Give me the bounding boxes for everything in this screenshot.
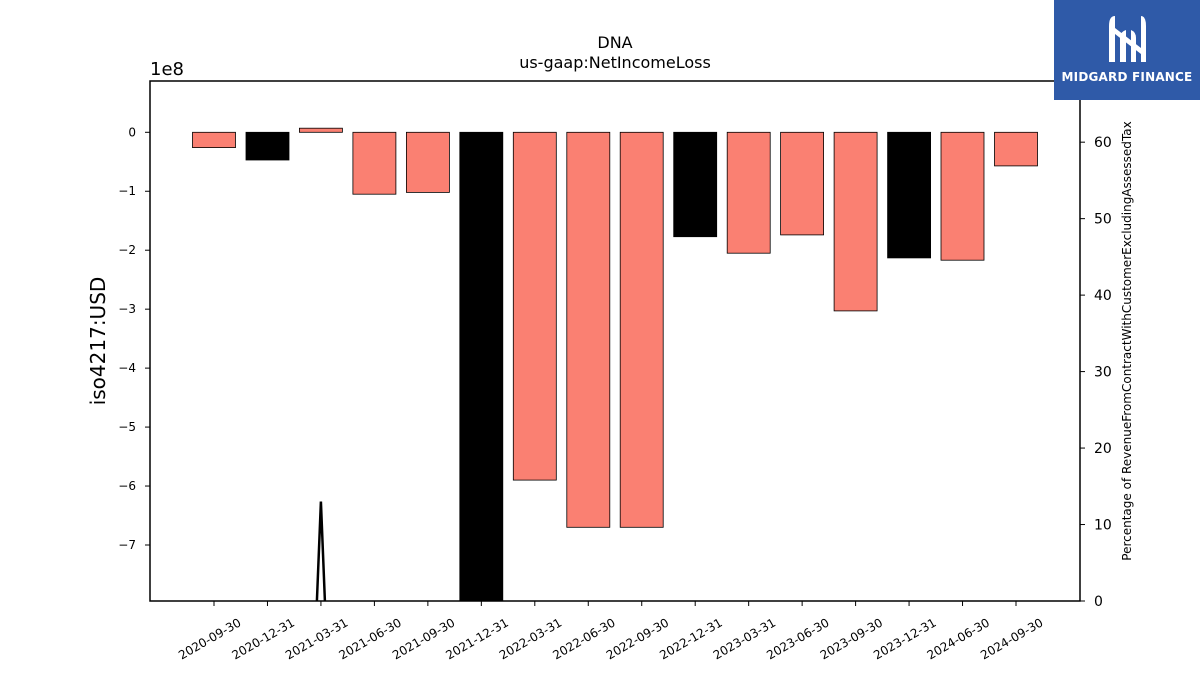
y2-tick-label: 50	[1094, 212, 1112, 228]
line-series	[315, 501, 327, 602]
y-tick-label: −3	[118, 302, 136, 316]
bar-2021-03-31	[298, 127, 343, 133]
bar-2021-09-30	[405, 131, 450, 193]
y2-tick-label: 40	[1094, 288, 1112, 304]
plot-frame	[149, 80, 1081, 602]
y-tick-label: −4	[118, 361, 136, 375]
x-axis-ticks: 2020-09-302020-12-312021-03-312021-06-30…	[176, 601, 1046, 662]
bar-series	[192, 127, 1038, 602]
logo-text: MIDGARD FINANCE	[1061, 70, 1193, 84]
bar-2023-09-30	[833, 131, 878, 312]
y-tick-label: −7	[118, 538, 136, 552]
y-tick-label: −2	[118, 243, 136, 257]
y2-tick-label: 10	[1094, 518, 1112, 534]
bar-2020-12-31	[245, 131, 290, 161]
y-axis-label: iso4217:USD	[86, 277, 110, 406]
y-tick-label: 0	[128, 125, 136, 139]
bar-2021-12-31	[459, 131, 504, 602]
bar-2023-03-31	[726, 131, 771, 254]
bar-2023-06-30	[780, 131, 824, 236]
y-axis-ticks: 0 −1 −2 −3 −4 −5 −6 −7	[118, 125, 150, 552]
y2-tick-label: 30	[1094, 365, 1112, 381]
chart-title: DNA	[597, 33, 632, 52]
bar-2022-03-31	[512, 131, 557, 481]
bar-2024-06-30	[940, 131, 985, 261]
bar-2024-09-30	[994, 131, 1038, 167]
line-point-2021-03-31	[315, 501, 327, 602]
y-tick-label: −5	[118, 420, 136, 434]
bar-2022-12-31	[673, 131, 718, 238]
secondary-y-axis-ticks: 0 10 20 30 40 50 60	[1080, 135, 1112, 610]
y-axis-offset-label: 1e8	[150, 59, 184, 80]
y-tick-label: −1	[118, 184, 136, 198]
y2-tick-label: 60	[1094, 135, 1112, 151]
midgard-finance-logo: MIDGARD FINANCE	[1054, 0, 1200, 100]
bar-2020-09-30	[192, 131, 236, 149]
y-tick-label: −6	[118, 479, 136, 493]
y2-tick-label: 20	[1094, 441, 1112, 457]
secondary-y-axis-label: Percentage of RevenueFromContractWithCus…	[1120, 121, 1134, 560]
bar-2022-06-30	[566, 131, 611, 528]
chart-subtitle: us-gaap:NetIncomeLoss	[519, 53, 711, 72]
bar-2021-06-30	[352, 131, 397, 195]
bar-2023-12-31	[887, 131, 931, 259]
bar-2022-09-30	[619, 131, 664, 528]
midgard-logo-icon	[1109, 16, 1146, 62]
y2-tick-label: 0	[1094, 594, 1103, 610]
